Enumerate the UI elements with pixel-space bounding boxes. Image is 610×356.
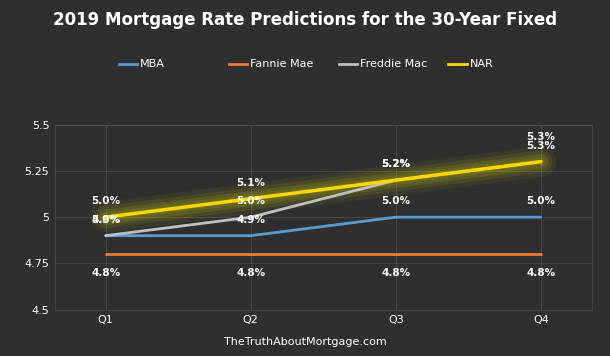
Text: 5.2%: 5.2%	[381, 159, 411, 169]
Text: 4.9%: 4.9%	[91, 215, 120, 225]
Text: NAR: NAR	[470, 59, 493, 69]
Text: 5.0%: 5.0%	[91, 196, 120, 206]
Text: 5.2%: 5.2%	[381, 159, 411, 169]
Text: Freddie Mac: Freddie Mac	[360, 59, 427, 69]
Text: 5.0%: 5.0%	[91, 215, 120, 225]
Text: 5.3%: 5.3%	[526, 132, 556, 142]
Text: 5.1%: 5.1%	[236, 178, 265, 188]
Text: 5.0%: 5.0%	[526, 196, 556, 206]
Text: 4.9%: 4.9%	[236, 215, 265, 225]
Text: 5.3%: 5.3%	[526, 141, 556, 151]
Text: 5.0%: 5.0%	[236, 196, 265, 206]
Text: 2019 Mortgage Rate Predictions for the 30-Year Fixed: 2019 Mortgage Rate Predictions for the 3…	[53, 11, 557, 29]
Text: 4.8%: 4.8%	[236, 268, 265, 278]
Text: MBA: MBA	[140, 59, 165, 69]
Text: 4.8%: 4.8%	[526, 268, 556, 278]
Text: 4.8%: 4.8%	[381, 268, 411, 278]
Text: 4.8%: 4.8%	[91, 268, 120, 278]
Text: TheTruthAboutMortgage.com: TheTruthAboutMortgage.com	[224, 337, 386, 347]
Text: 5.0%: 5.0%	[381, 196, 411, 206]
Text: Fannie Mae: Fannie Mae	[250, 59, 314, 69]
